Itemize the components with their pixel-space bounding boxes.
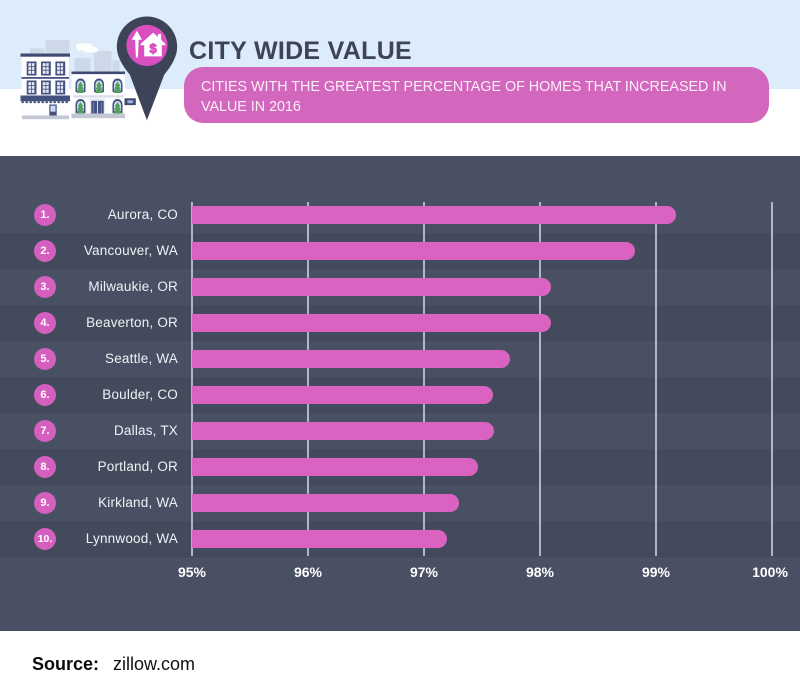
svg-text:$: $ — [149, 41, 157, 56]
